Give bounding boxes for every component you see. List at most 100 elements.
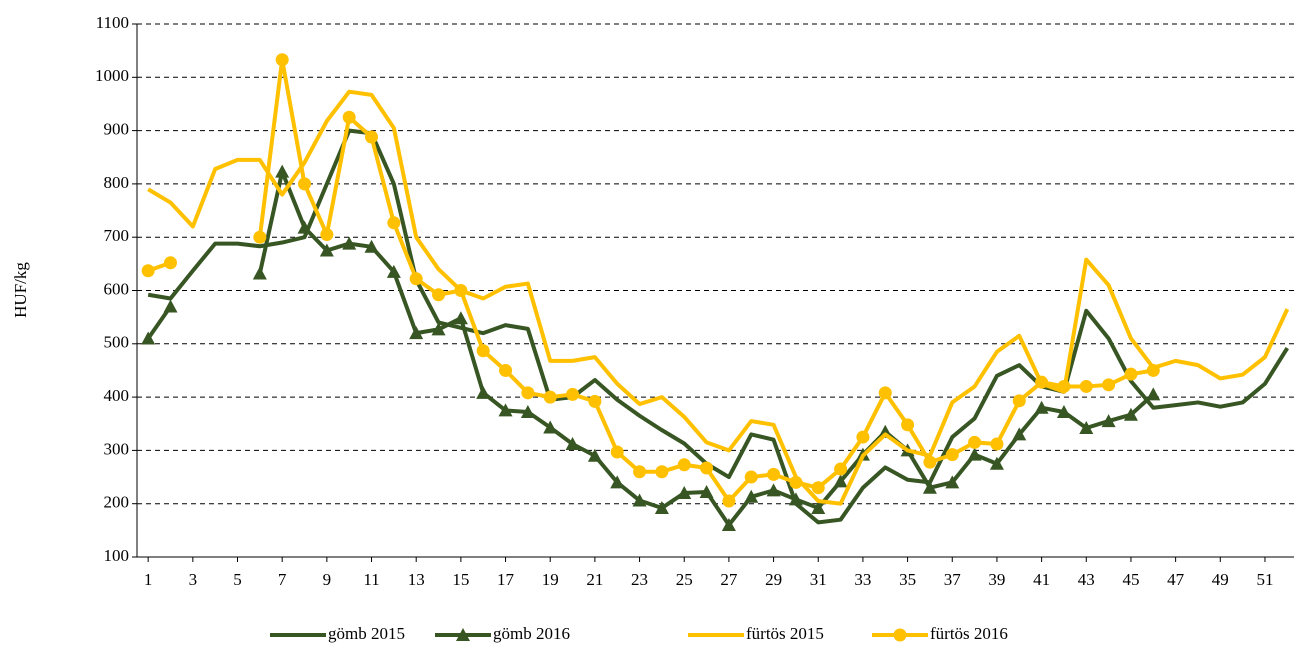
data-point <box>788 492 803 506</box>
legend-label: fürtös 2015 <box>746 624 824 643</box>
data-point <box>633 465 647 479</box>
data-point <box>141 331 156 345</box>
data-point <box>164 256 178 270</box>
data-point <box>945 475 960 489</box>
y-tick-label: 1100 <box>96 13 129 32</box>
series-line <box>147 128 1289 525</box>
data-point <box>543 420 558 434</box>
data-point <box>923 455 937 469</box>
x-tick-label: 31 <box>810 570 827 589</box>
data-point <box>1124 367 1138 381</box>
data-point <box>1012 427 1027 441</box>
data-point <box>520 405 535 419</box>
legend-marker <box>456 628 470 641</box>
data-point <box>699 484 714 498</box>
data-point <box>677 486 692 500</box>
x-tick-label: 37 <box>944 570 962 589</box>
data-point <box>700 461 714 475</box>
data-point <box>476 344 490 358</box>
data-point <box>610 475 625 489</box>
x-tick-label: 1 <box>144 570 153 589</box>
data-point <box>1101 414 1116 428</box>
x-tick-label: 51 <box>1256 570 1273 589</box>
data-point <box>767 467 781 481</box>
x-tick-label: 23 <box>631 570 648 589</box>
x-tick-label: 33 <box>854 570 871 589</box>
data-point <box>1146 363 1160 377</box>
data-point <box>856 430 870 444</box>
data-point <box>901 418 915 432</box>
data-point <box>476 385 491 399</box>
data-point <box>1057 379 1071 393</box>
data-point <box>432 288 446 302</box>
data-point <box>811 481 825 495</box>
x-tick-label: 27 <box>720 570 738 589</box>
data-point <box>275 164 290 178</box>
data-point <box>163 299 178 313</box>
data-point <box>744 489 759 503</box>
legend-label: gömb 2016 <box>493 624 570 643</box>
data-point <box>253 230 267 244</box>
data-point <box>744 470 758 484</box>
x-tick-label: 45 <box>1122 570 1139 589</box>
y-tick-label: 500 <box>104 333 130 352</box>
data-point <box>431 322 446 336</box>
legend-label: fürtös 2016 <box>930 624 1008 643</box>
data-point <box>1102 378 1116 392</box>
x-tick-label: 5 <box>233 570 242 589</box>
x-tick-label: 3 <box>189 570 198 589</box>
y-tick-label: 300 <box>104 439 130 458</box>
x-tick-label: 9 <box>323 570 332 589</box>
data-point <box>409 326 424 340</box>
data-point <box>610 445 624 459</box>
data-point <box>655 465 669 479</box>
data-point <box>834 462 848 476</box>
data-point <box>319 243 334 257</box>
data-point <box>365 130 379 144</box>
data-point <box>543 390 557 404</box>
y-tick-label: 600 <box>104 279 130 298</box>
x-tick-label: 47 <box>1167 570 1185 589</box>
data-point <box>498 403 513 417</box>
legend-marker <box>893 628 907 642</box>
data-point <box>1034 400 1049 414</box>
data-point <box>297 220 312 234</box>
series-line <box>147 57 1154 504</box>
data-point <box>967 447 982 461</box>
data-point <box>721 518 736 532</box>
data-point <box>945 448 959 462</box>
data-point <box>565 437 580 451</box>
data-point <box>1012 394 1026 408</box>
x-tick-label: 41 <box>1033 570 1050 589</box>
data-point <box>1079 379 1093 393</box>
data-point <box>1146 387 1161 401</box>
data-point <box>521 386 535 400</box>
y-tick-label: 1000 <box>95 66 129 85</box>
data-point <box>1123 407 1138 421</box>
data-point <box>342 110 356 124</box>
y-tick-label: 200 <box>104 493 130 512</box>
data-point <box>453 311 468 325</box>
x-tick-label: 11 <box>363 570 379 589</box>
y-tick-label: 400 <box>104 386 130 405</box>
data-point <box>878 386 892 400</box>
data-point <box>677 458 691 472</box>
data-point <box>141 264 155 278</box>
y-tick-label: 800 <box>104 173 130 192</box>
data-point <box>298 177 312 191</box>
y-tick-label: 700 <box>104 226 130 245</box>
x-tick-label: 39 <box>988 570 1005 589</box>
data-point <box>989 456 1004 470</box>
data-point <box>320 228 334 242</box>
legend-label: gömb 2015 <box>328 624 405 643</box>
x-tick-label: 17 <box>497 570 515 589</box>
y-axis-label: HUF/kg <box>11 262 30 318</box>
data-point <box>833 474 848 488</box>
data-point <box>252 266 267 280</box>
x-tick-label: 15 <box>452 570 469 589</box>
x-tick-label: 19 <box>542 570 559 589</box>
data-point <box>968 435 982 449</box>
data-point <box>386 264 401 278</box>
data-point <box>1079 421 1094 435</box>
